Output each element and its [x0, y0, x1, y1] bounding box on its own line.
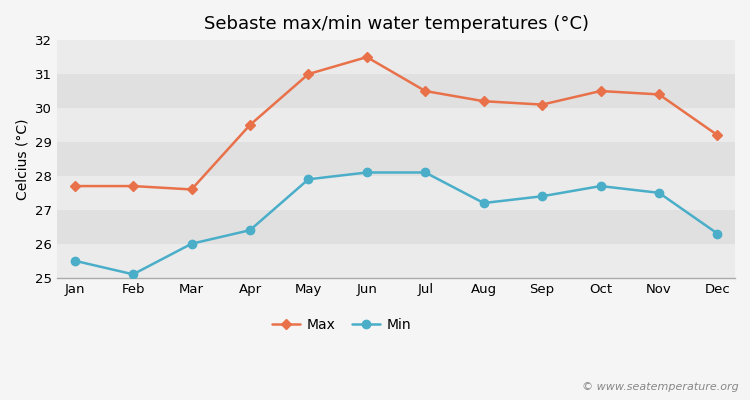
Min — [187, 241, 196, 246]
Min — [538, 194, 547, 199]
Max — [596, 89, 605, 94]
Min — [479, 201, 488, 206]
Max — [304, 72, 313, 76]
Max — [421, 89, 430, 94]
Min — [596, 184, 605, 188]
Max — [128, 184, 137, 188]
Min — [304, 177, 313, 182]
Min — [655, 190, 664, 195]
Max — [362, 55, 371, 60]
Max — [187, 187, 196, 192]
Bar — [57, 142, 735, 176]
Max — [479, 99, 488, 104]
Text: © www.seatemperature.org: © www.seatemperature.org — [582, 382, 739, 392]
Title: Sebaste max/min water temperatures (°C): Sebaste max/min water temperatures (°C) — [203, 15, 589, 33]
Min — [362, 170, 371, 175]
Bar — [57, 244, 735, 278]
Bar — [57, 74, 735, 108]
Max — [70, 184, 80, 188]
Min — [70, 258, 80, 263]
Line: Max: Max — [71, 54, 721, 193]
Bar — [57, 40, 735, 74]
Line: Min: Min — [70, 168, 722, 278]
Min — [128, 272, 137, 277]
Max — [245, 122, 254, 127]
Legend: Max, Min: Max, Min — [266, 312, 417, 337]
Bar — [57, 210, 735, 244]
Max — [538, 102, 547, 107]
Max — [713, 133, 722, 138]
Min — [245, 228, 254, 232]
Bar — [57, 176, 735, 210]
Y-axis label: Celcius (°C): Celcius (°C) — [15, 118, 29, 200]
Min — [421, 170, 430, 175]
Min — [713, 231, 722, 236]
Max — [655, 92, 664, 97]
Bar — [57, 108, 735, 142]
